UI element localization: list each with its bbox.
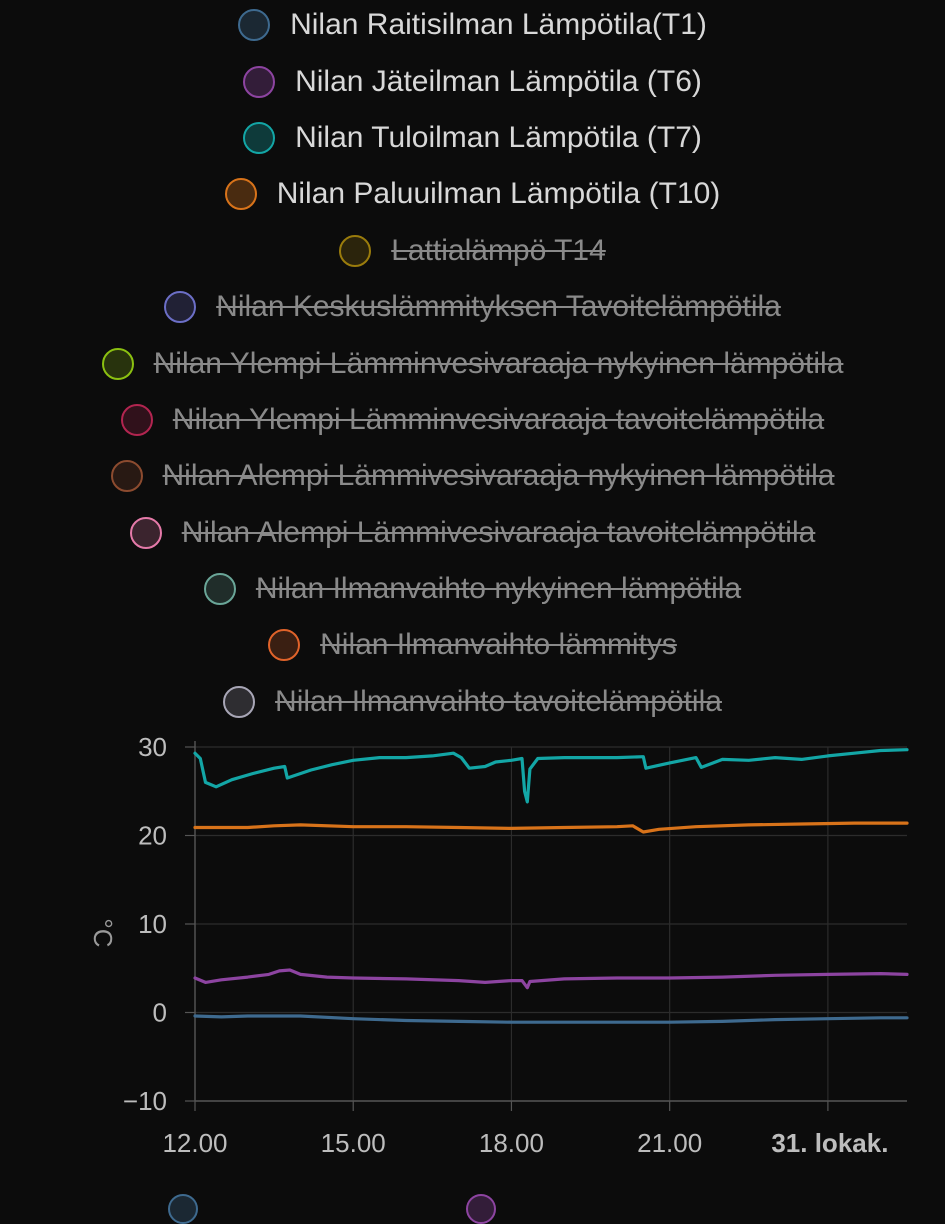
legend-item[interactable]: Nilan Jäteilman Lämpötila (T6) — [0, 53, 945, 109]
bottom-legend-dot[interactable] — [466, 1194, 496, 1224]
legend-item[interactable]: Nilan Paluuilman Lämpötila (T10) — [0, 166, 945, 222]
x-tick-label: 31. lokak. — [771, 1128, 888, 1158]
chart-legend: Nilan Raitisilman Lämpötila(T1) Nilan Jät… — [0, 0, 945, 730]
series-line — [193, 968, 909, 990]
legend-label: Nilan Ilmanvaihto nykyinen lämpötila — [255, 572, 742, 606]
legend-color-dot — [110, 460, 143, 493]
legend-color-dot — [339, 234, 372, 267]
legend-color-dot — [203, 573, 236, 606]
legend-label: Nilan Alempi Lämmivesivaraaja nykyinen l… — [162, 459, 835, 493]
x-tick-label: 15.00 — [321, 1128, 386, 1158]
series-lines — [193, 748, 909, 1024]
legend-label: Nilan Tuloilman Lämpötila (T7) — [295, 120, 702, 154]
legend-item[interactable]: Nilan Raitisilman Lämpötila(T1) — [0, 0, 945, 53]
x-tick-label: 12.00 — [162, 1128, 227, 1158]
series-line — [193, 748, 909, 804]
series-line — [193, 1014, 909, 1024]
legend-color-dot — [224, 178, 257, 211]
y-tick-label: −10 — [123, 1086, 167, 1116]
y-tick-label: 10 — [138, 909, 167, 939]
legend-item[interactable]: Nilan Ylempi Lämminvesivaraaja nykyinen … — [0, 335, 945, 391]
y-tick-label: 0 — [153, 998, 167, 1028]
legend-color-dot — [238, 9, 271, 42]
legend-color-dot — [243, 65, 276, 98]
legend-item[interactable]: Nilan Tuloilman Lämpötila (T7) — [0, 110, 945, 166]
legend-item[interactable]: Nilan Ylempi Lämminvesivaraaja tavoitelä… — [0, 392, 945, 448]
x-tick-label: 18.00 — [479, 1128, 544, 1158]
legend-label: Lattialämpö T14 — [391, 233, 606, 267]
legend-item[interactable]: Nilan Keskuslämmityksen Tavoitelämpötila — [0, 279, 945, 335]
axes: 30 20 10 0 −10 12.00 15.00 18.00 21.00 31. lokak. — [123, 732, 907, 1158]
y-tick-label: 30 — [138, 732, 167, 762]
legend-item[interactable]: Nilan Alempi Lämmivesivaraaja nykyinen l… — [0, 448, 945, 504]
legend-label: Nilan Ilmanvaihto lämmitys — [320, 628, 677, 662]
x-tick-label: 21.00 — [637, 1128, 702, 1158]
bottom-legend — [0, 1186, 945, 1224]
grid-lines — [194, 746, 907, 1102]
legend-color-dot — [243, 121, 276, 154]
legend-color-dot — [268, 629, 301, 662]
legend-label: Nilan Paluuilman Lämpötila (T10) — [276, 177, 721, 211]
legend-label: Nilan Ilmanvaihto tavoitelämpötila — [275, 684, 722, 718]
legend-label: Nilan Ylempi Lämminvesivaraaja nykyinen … — [153, 346, 844, 380]
legend-color-dot — [120, 403, 153, 436]
legend-item[interactable]: Nilan Ilmanvaihto lämmitys — [0, 617, 945, 673]
y-tick-label: 20 — [138, 821, 167, 851]
legend-item[interactable]: Nilan Ilmanvaihto nykyinen lämpötila — [0, 561, 945, 617]
legend-item[interactable]: Lattialämpö T14 — [0, 223, 945, 279]
legend-color-dot — [164, 291, 197, 324]
legend-label: Nilan Jäteilman Lämpötila (T6) — [295, 64, 702, 98]
legend-color-dot — [101, 347, 134, 380]
y-axis-label: °C — [88, 918, 118, 947]
legend-label: Nilan Alempi Lämmivesivaraaja tavoiteläm… — [181, 515, 816, 549]
series-line — [193, 821, 909, 834]
legend-color-dot — [129, 516, 162, 549]
legend-item[interactable]: Nilan Ilmanvaihto tavoitelämpötila — [0, 674, 945, 730]
legend-color-dot — [223, 685, 256, 718]
bottom-legend-dot[interactable] — [168, 1194, 198, 1224]
line-chart: 30 20 10 0 −10 12.00 15.00 18.00 21.00 31. lokak.… — [88, 732, 909, 1158]
legend-label: Nilan Keskuslämmityksen Tavoitelämpötila — [216, 290, 781, 324]
legend-item[interactable]: Nilan Alempi Lämmivesivaraaja tavoiteläm… — [0, 505, 945, 561]
legend-label: Nilan Raitisilman Lämpötila(T1) — [290, 8, 707, 42]
legend-label: Nilan Ylempi Lämminvesivaraaja tavoitelä… — [172, 402, 825, 436]
